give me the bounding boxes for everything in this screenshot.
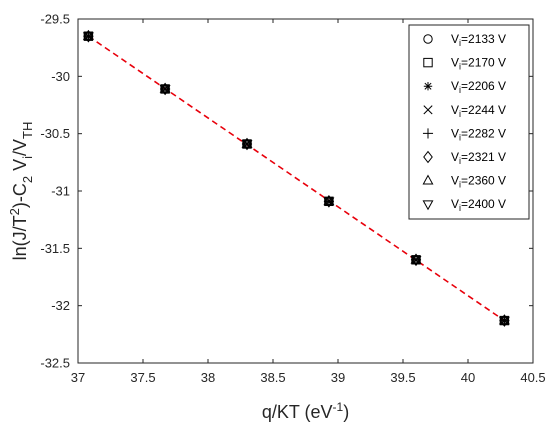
legend-label-sub: i (459, 109, 461, 119)
legend-label-part: =2321 V (461, 150, 506, 164)
x-tick-label: 40.5 (520, 370, 545, 385)
y-axis-label-part: 2 (7, 208, 22, 215)
legend-label-part: V (451, 103, 459, 117)
legend-label: Vi=2321 V (451, 150, 506, 166)
y-tick-label: -30 (51, 69, 70, 84)
fit-line (87, 35, 505, 322)
legend-label-sub: i (459, 132, 461, 142)
y-axis-label-part: V (10, 159, 30, 176)
legend-label-part: =2170 V (461, 56, 506, 70)
legend-label-part: =2133 V (461, 32, 506, 46)
legend-label-part: =2400 V (461, 197, 506, 211)
x-tick-label: 38.5 (260, 370, 285, 385)
fit-line-group (87, 35, 505, 322)
x-tick-label: 39.5 (390, 370, 415, 385)
data-point-triangle-down (241, 140, 253, 151)
legend-label-part: V (451, 79, 459, 93)
legend-marker-plus (422, 128, 434, 139)
legend-label: Vi=2360 V (451, 174, 506, 190)
y-tick-label: -31.5 (40, 241, 70, 256)
data-point-triangle-up (323, 195, 335, 206)
data-points (82, 29, 510, 327)
legend-marker-square (423, 57, 433, 68)
x-axis-ticks: 37 37.5 38 38.5 39 39.5 40 40.5 (71, 19, 546, 385)
data-point-triangle-down (323, 197, 335, 208)
legend-marker-triangle-up (422, 174, 434, 185)
y-tick-label: -32.5 (40, 356, 70, 371)
legend-label: Vi=2206 V (451, 79, 506, 95)
legend-label: Vi=2133 V (451, 32, 506, 48)
legend-label-part: V (451, 56, 459, 70)
data-point-triangle-up (241, 137, 253, 148)
y-tick-label: -30.5 (40, 126, 70, 141)
legend-label-sub: i (459, 85, 461, 95)
y-axis-label: ln(J/T2)-C2 Vi/VTH (7, 122, 35, 261)
legend-label-part: V (451, 126, 459, 140)
y-axis-label-part: )-C (10, 183, 30, 208)
x-axis-label-part: -1 (333, 400, 344, 414)
y-axis-label-part: TH (20, 122, 35, 139)
x-tick-label: 37 (71, 370, 85, 385)
x-tick-label: 39 (331, 370, 345, 385)
y-axis-label-part: /V (10, 139, 30, 156)
data-point-triangle-up (159, 82, 171, 93)
legend-label-part: =2244 V (461, 103, 506, 117)
legend-label-sub: i (459, 62, 461, 72)
legend: Vi=2133 VVi=2170 VVi=2206 VVi=2244 VVi=2… (408, 24, 530, 220)
data-point-triangle-down (410, 255, 422, 266)
y-axis-label-part: 2 (20, 176, 35, 183)
y-axis-label-part: i (20, 156, 35, 159)
y-tick-label: -31 (51, 184, 70, 199)
legend-box (408, 24, 530, 220)
legend-label: Vi=2170 V (451, 56, 506, 72)
legend-label-sub: i (459, 38, 461, 48)
legend-label: Vi=2244 V (451, 103, 506, 119)
data-point-triangle-up (82, 30, 94, 41)
legend-label-part: =2206 V (461, 79, 506, 93)
data-point-triangle-down (82, 32, 94, 43)
legend-marker-circle (423, 34, 433, 44)
x-axis-label-part: ) (343, 402, 349, 422)
legend-marker-asterisk (423, 82, 433, 91)
legend-label-part: V (451, 150, 459, 164)
legend-label-sub: i (459, 203, 461, 213)
legend-marker-x (423, 105, 433, 115)
x-tick-label: 37.5 (130, 370, 155, 385)
legend-label-part: V (451, 32, 459, 46)
legend-label-sub: i (459, 180, 461, 190)
plot-frame (77, 18, 534, 364)
x-axis-label-part: q/KT (eV (262, 402, 333, 422)
legend-marker-diamond (423, 150, 433, 164)
x-tick-label: 38 (201, 370, 215, 385)
y-axis-label-part: ln(J/T (10, 215, 30, 260)
data-point-triangle-down (498, 316, 510, 327)
legend-marker-triangle-down (422, 200, 434, 211)
data-point-triangle-up (498, 314, 510, 325)
legend-label-sub: i (459, 156, 461, 166)
data-point-triangle-up (410, 253, 422, 264)
x-tick-label: 40 (461, 370, 475, 385)
y-tick-label: -32 (51, 298, 70, 313)
legend-label-part: V (451, 174, 459, 188)
legend-label-part: =2282 V (461, 126, 506, 140)
legend-label: Vi=2282 V (451, 126, 506, 142)
legend-label: Vi=2400 V (451, 197, 506, 213)
data-point-triangle-down (159, 85, 171, 96)
y-axis-ticks: -29.5 -30 -30.5 -31 -31.5 -32 -32.5 (40, 12, 533, 371)
y-tick-label: -29.5 (40, 12, 70, 27)
x-axis-label: q/KT (eV-1) (262, 400, 349, 422)
legend-label-part: =2360 V (461, 174, 506, 188)
legend-label-part: V (451, 197, 459, 211)
